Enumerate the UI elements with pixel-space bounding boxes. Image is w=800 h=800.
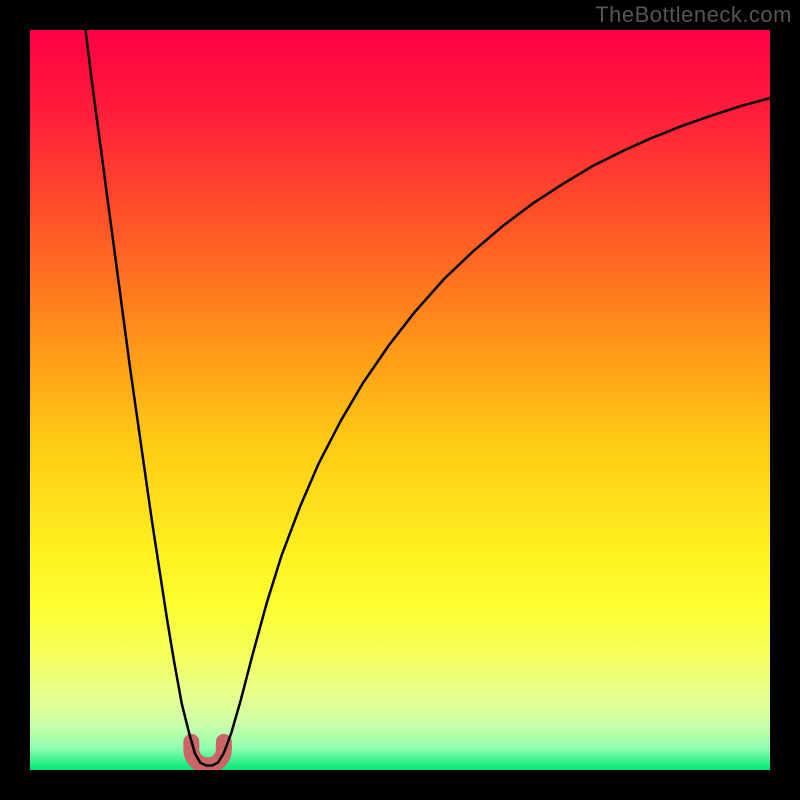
plot-background <box>30 30 770 770</box>
bottleneck-chart <box>0 0 800 800</box>
stage: TheBottleneck.com <box>0 0 800 800</box>
